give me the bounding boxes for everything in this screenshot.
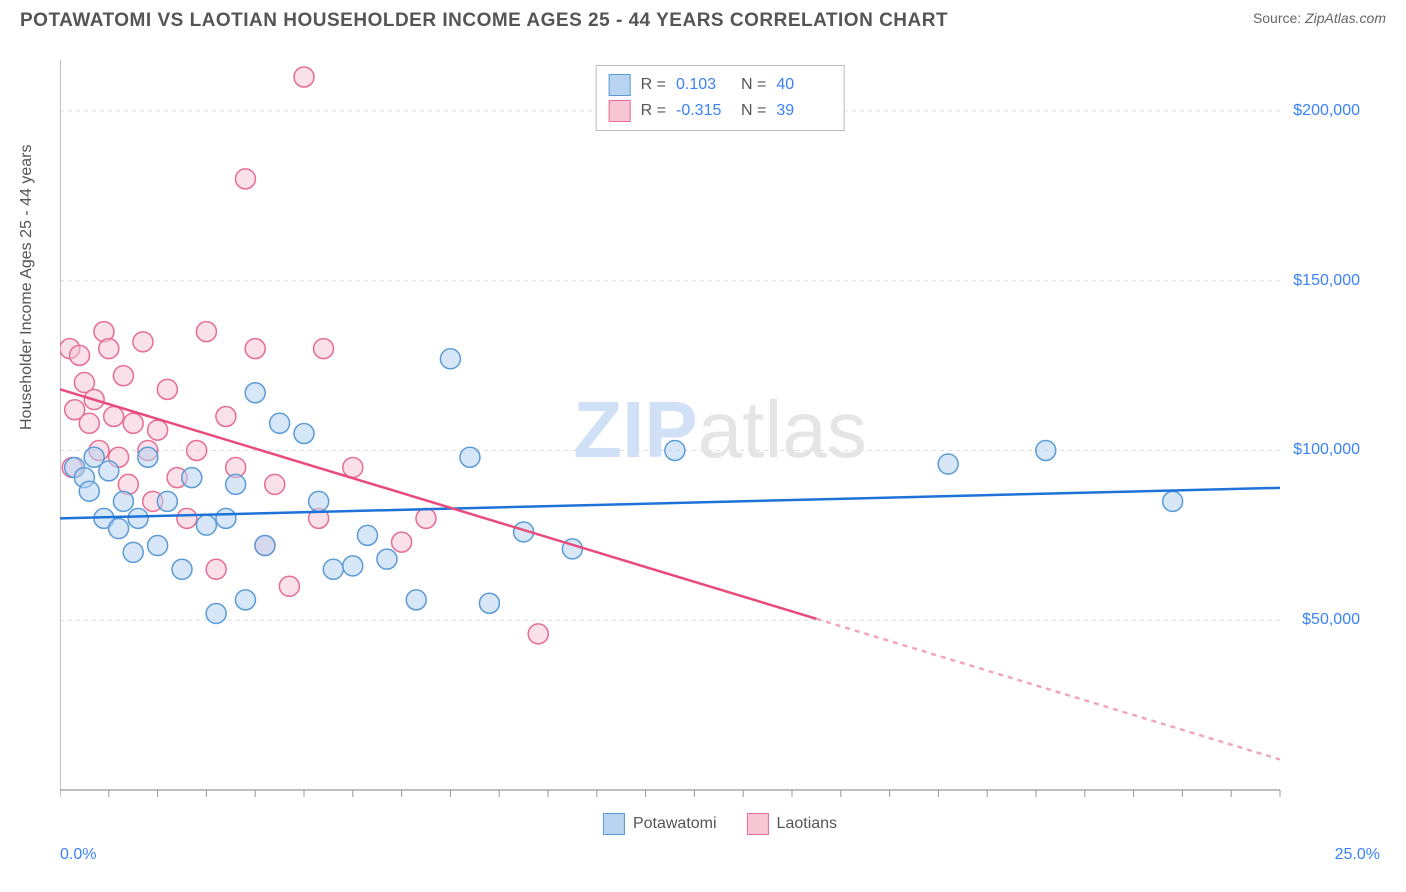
scatter-plot-svg xyxy=(60,60,1380,830)
chart-area: ZIPatlas R =0.103N =40R =-0.315N =39 Pot… xyxy=(60,60,1380,830)
x-max-label: 25.0% xyxy=(1335,846,1380,864)
legend-r-label: R = xyxy=(641,76,666,94)
x-axis-labels: 0.0% 25.0% xyxy=(60,846,1380,864)
legend-r-value: -0.315 xyxy=(676,102,731,120)
source-label: Source: xyxy=(1253,10,1301,26)
legend-swatch xyxy=(609,74,631,96)
legend-item: Potawatomi xyxy=(603,813,717,835)
x-min-label: 0.0% xyxy=(60,846,96,864)
legend-swatch xyxy=(747,813,769,835)
y-axis-label: Householder Income Ages 25 - 44 years xyxy=(18,145,36,431)
legend-row: R = -0.315 N = 39 xyxy=(609,98,832,124)
legend-r-label: R = xyxy=(641,102,666,120)
correlation-legend: R = 0.103 N = 40 R = -0.315 N = 39 xyxy=(596,65,845,131)
chart-title: POTAWATOMI VS LAOTIAN HOUSEHOLDER INCOME… xyxy=(20,10,948,32)
legend-label: Laotians xyxy=(777,815,838,833)
legend-swatch xyxy=(603,813,625,835)
legend-item: Laotians xyxy=(747,813,838,835)
series-legend: Potawatomi Laotians xyxy=(603,813,837,835)
legend-label: Potawatomi xyxy=(633,815,717,833)
legend-n-value: 39 xyxy=(776,102,831,120)
y-tick-label: $150,000 xyxy=(1293,272,1360,290)
y-tick-label: $100,000 xyxy=(1293,441,1360,459)
y-tick-label: $200,000 xyxy=(1293,102,1360,120)
legend-row: R = 0.103 N = 40 xyxy=(609,72,832,98)
legend-n-label: N = xyxy=(741,76,766,94)
legend-n-label: N = xyxy=(741,102,766,120)
legend-swatch xyxy=(609,100,631,122)
legend-r-value: 0.103 xyxy=(676,76,731,94)
source-value: ZipAtlas.com xyxy=(1305,10,1386,26)
legend-n-value: 40 xyxy=(776,76,831,94)
chart-header: POTAWATOMI VS LAOTIAN HOUSEHOLDER INCOME… xyxy=(0,0,1406,32)
chart-source: Source: ZipAtlas.com xyxy=(1253,10,1386,26)
y-tick-label: $50,000 xyxy=(1302,611,1360,629)
